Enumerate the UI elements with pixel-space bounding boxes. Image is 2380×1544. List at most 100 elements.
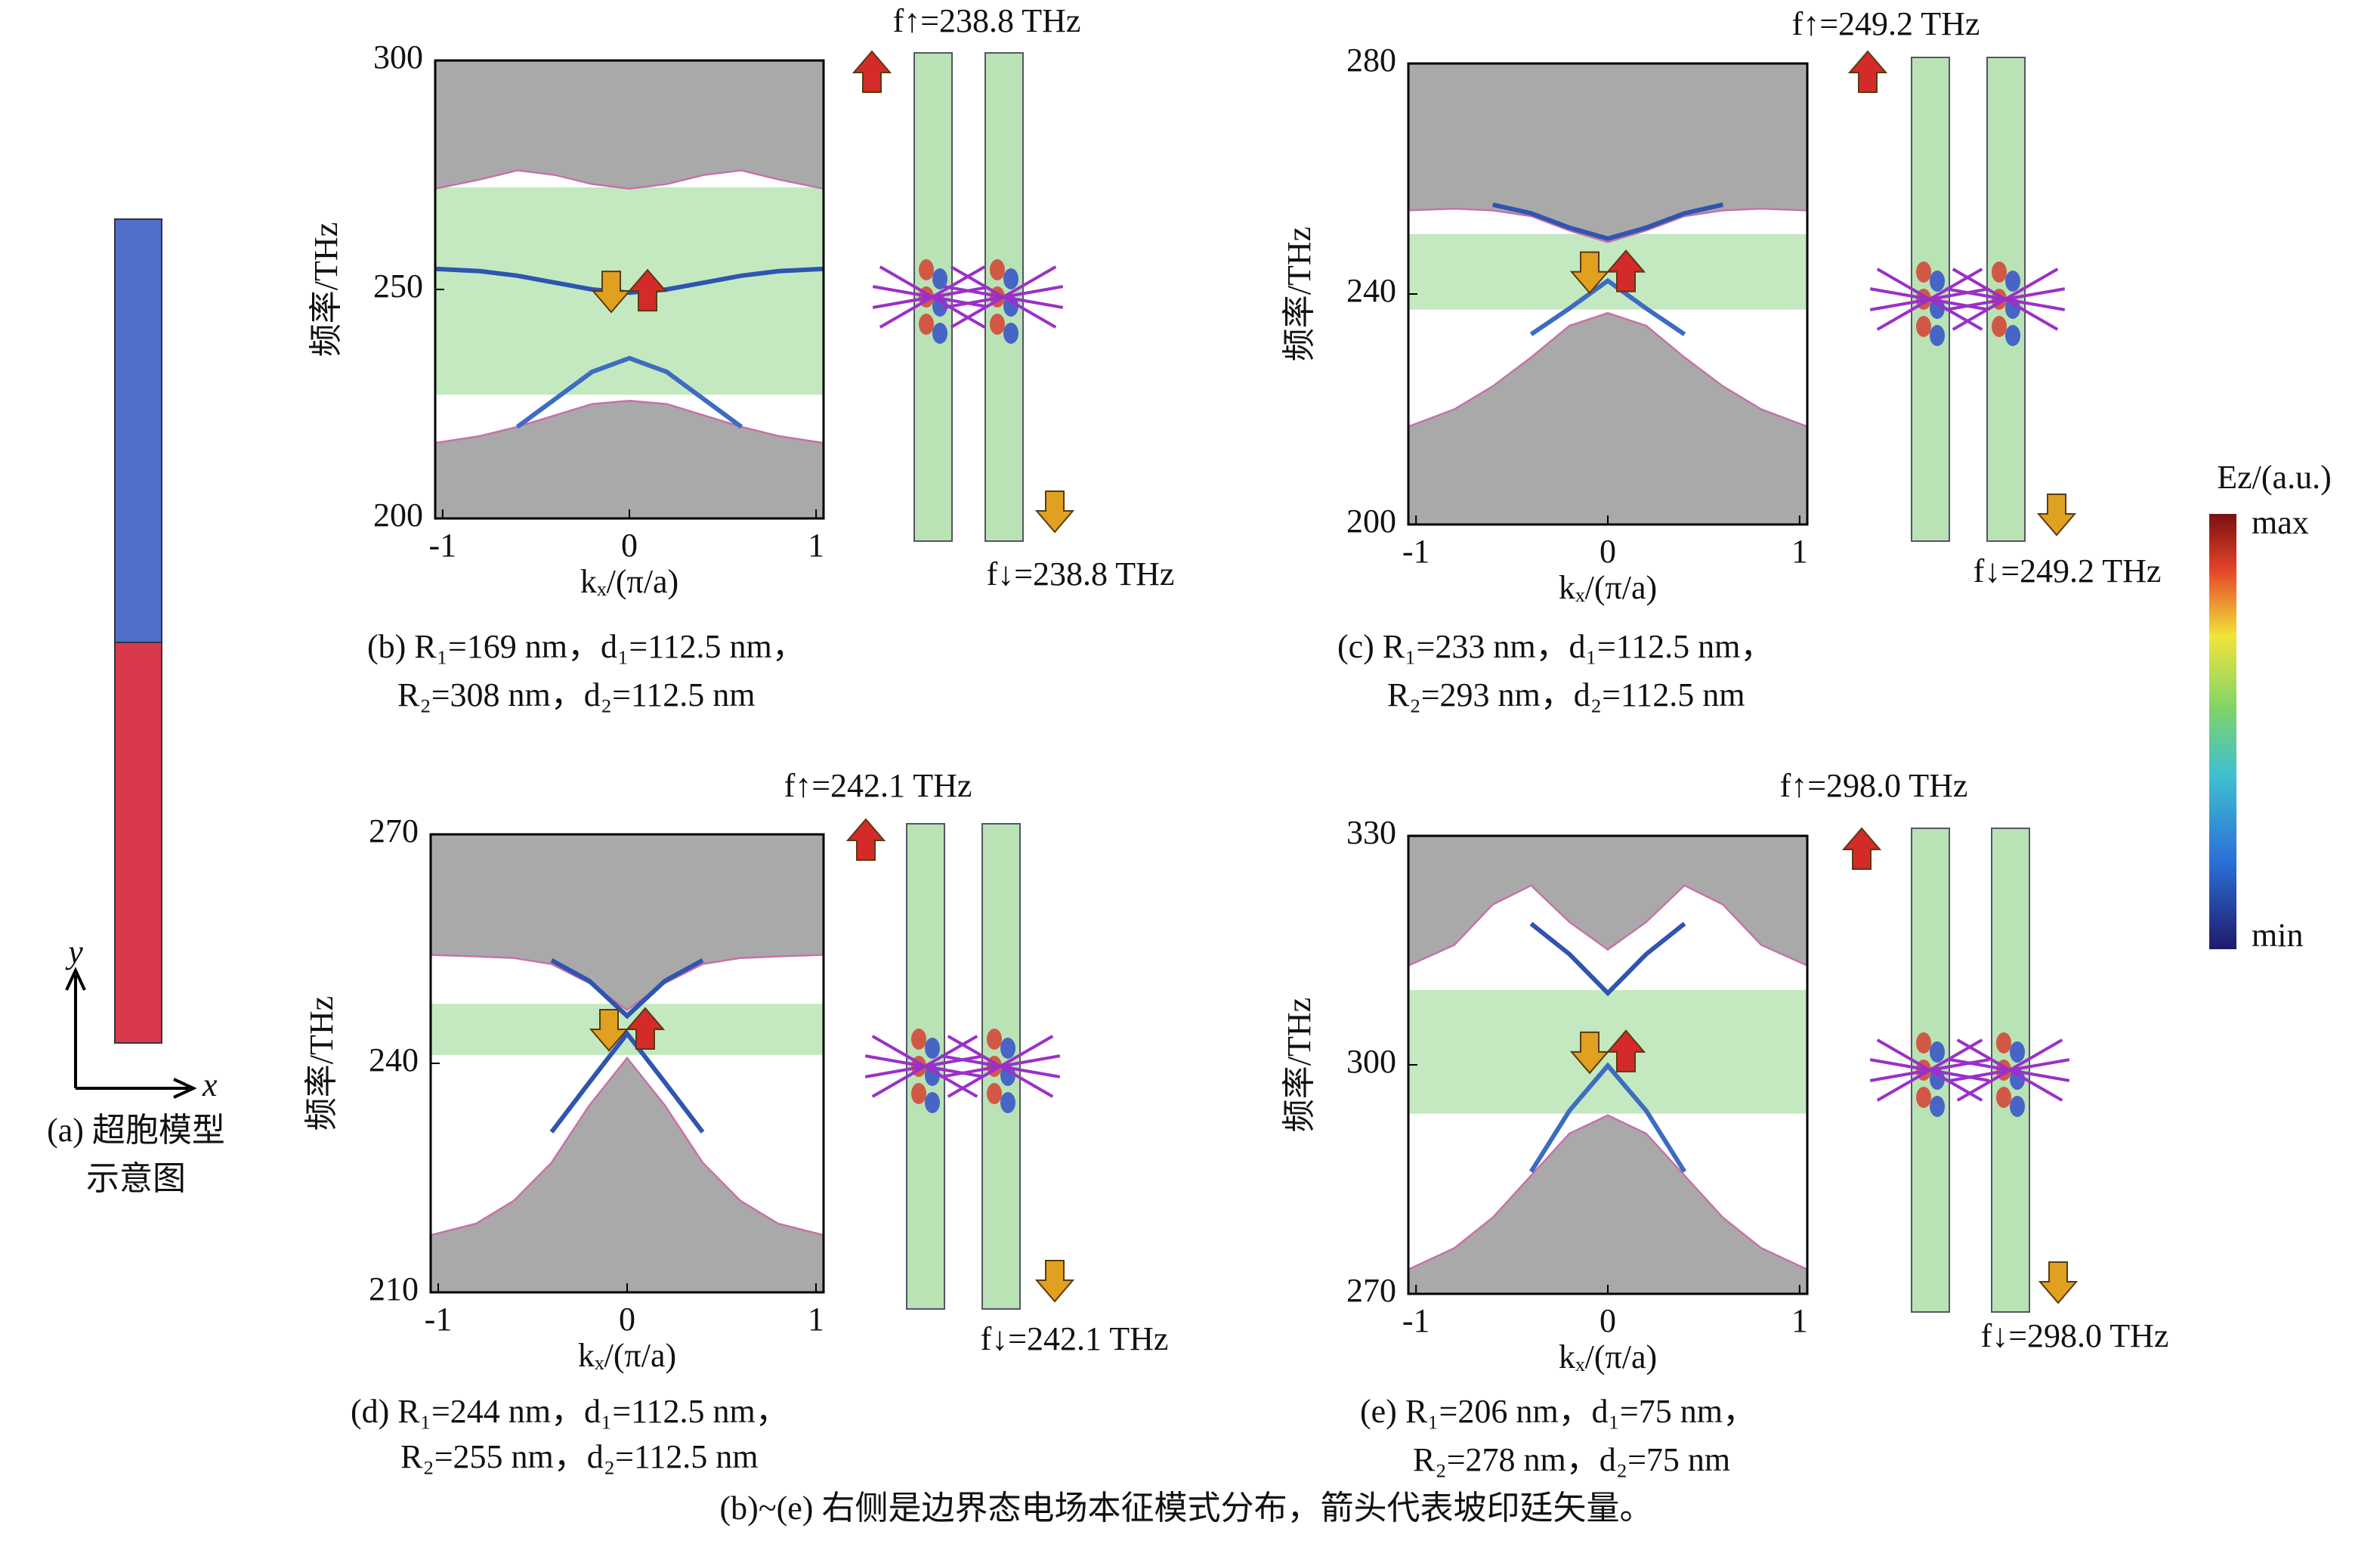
y-tick-label: 200: [1346, 503, 1396, 540]
panel-caption: 示意图: [86, 1160, 186, 1197]
y-axis-label: 频率/THz: [308, 222, 345, 357]
poynting-vector: [950, 265, 1005, 299]
up-arrow: [1606, 1029, 1646, 1072]
field-hotspot: [990, 259, 1005, 280]
field-hotspot: [932, 268, 947, 289]
up-arrow: [1841, 827, 1882, 870]
bulk-band: [431, 1057, 824, 1292]
x-tick-label: 0: [621, 527, 638, 564]
poynting-vector: [1929, 287, 1990, 301]
poynting-vector: [1929, 1069, 1990, 1082]
poynting-vector: [1949, 1058, 2011, 1072]
poynting-vector: [1869, 287, 1930, 301]
y-tick-label: 330: [1346, 814, 1396, 851]
field-hotspot: [919, 259, 934, 280]
field-hotspot: [2005, 325, 2020, 346]
poynting-vector: [1952, 268, 2007, 301]
field-hotspot: [1930, 325, 1945, 346]
y-tick-label: 250: [373, 268, 423, 305]
bulk-band: [1408, 313, 1807, 524]
panel-caption: R₂=293 nm，d₂=112.5 nm: [1387, 676, 1745, 713]
poynting-vector: [1876, 298, 1931, 331]
field-hotspot: [1000, 1038, 1015, 1059]
bulk-edge: [434, 169, 824, 190]
poynting-vector: [1952, 298, 2007, 331]
field-hotspot: [987, 1083, 1002, 1104]
y-axis-label: 频率/THz: [1281, 227, 1318, 361]
y-tick-label: 280: [1346, 42, 1396, 79]
edge-state: [434, 266, 824, 295]
colorbar-max: max: [2252, 504, 2309, 541]
down-arrow: [591, 271, 632, 314]
poynting-vector: [879, 295, 934, 329]
poynting-vector: [931, 265, 986, 299]
poynting-vector: [924, 1054, 985, 1068]
x-tick-label: -1: [1402, 533, 1430, 570]
poynting-vector: [943, 295, 1004, 309]
poynting-vector: [950, 295, 1005, 329]
x-tick-label: -1: [425, 1301, 453, 1338]
y-tick-label: 210: [369, 1270, 419, 1307]
y-tick-label: 270: [1346, 1272, 1396, 1309]
poynting-vector: [872, 295, 933, 309]
edge-state: [1529, 921, 1686, 997]
bulk-edge: [434, 400, 824, 444]
field-hotspot: [1992, 316, 2007, 337]
field-hotspot: [1003, 268, 1018, 289]
field-hotspot: [1992, 261, 2007, 283]
up-arrow: [625, 1007, 666, 1050]
poynting-vector: [923, 1035, 978, 1068]
field-hotspot: [987, 1029, 1002, 1050]
frequency-down: f↓=242.1 THz: [981, 1320, 1169, 1357]
poynting-vector: [999, 1035, 1054, 1068]
field-hotspot: [1996, 1087, 2011, 1108]
x-tick-label: 0: [1600, 1302, 1616, 1339]
poynting-vector: [864, 1054, 926, 1068]
x-tick-label: 0: [619, 1301, 635, 1338]
field-hotspot: [1916, 1087, 1931, 1108]
field-hotspot: [1916, 316, 1931, 337]
x-tick-label: 1: [808, 1301, 824, 1338]
poynting-vector: [1956, 1038, 2011, 1072]
field-hotspot: [1930, 1041, 1945, 1063]
field-hotspot: [925, 1038, 940, 1059]
poynting-vector: [2004, 268, 2059, 301]
x-axis-label: x: [202, 1066, 218, 1103]
x-tick-label: 0: [1600, 533, 1616, 570]
field-hotspot: [1996, 1032, 2011, 1054]
poynting-vector: [2008, 1069, 2063, 1102]
edge-state: [1529, 277, 1686, 336]
bulk-band: [435, 60, 824, 189]
bulk-band: [1408, 836, 1807, 966]
edge-state: [1528, 1062, 1687, 1173]
poynting-vector: [2004, 298, 2059, 331]
poynting-vector: [1956, 1069, 2011, 1102]
poynting-vector: [1945, 287, 2006, 301]
field-hotspot: [925, 1092, 940, 1113]
down-arrow: [1034, 1260, 1075, 1303]
field-hotspot: [2010, 1041, 2025, 1063]
field-hotspot: [1930, 1096, 1945, 1117]
down-arrow: [1569, 251, 1610, 295]
poynting-vector: [999, 1065, 1054, 1098]
poynting-vector: [2009, 1058, 2070, 1072]
bulk-edge: [430, 1057, 824, 1236]
y-tick-label: 300: [373, 39, 423, 76]
poynting-vector: [1928, 1069, 1983, 1102]
x-tick-label: -1: [1402, 1302, 1430, 1339]
frequency-up: f↑=242.1 THz: [784, 767, 972, 804]
poynting-vector: [1000, 1054, 1061, 1068]
frequency-down: f↓=249.2 THz: [1974, 552, 2162, 589]
panel-caption: R₂=255 nm，d₂=112.5 nm: [400, 1438, 758, 1475]
down-arrow: [1034, 490, 1075, 534]
x-tick-label: -1: [429, 527, 457, 564]
panel-caption: (b) R₁=169 nm，d₁=112.5 nm，: [367, 628, 805, 665]
poynting-vector: [1002, 295, 1057, 329]
poynting-vector: [947, 1065, 1002, 1098]
x-tick-label: 1: [1791, 1302, 1808, 1339]
frequency-up: f↑=238.8 THz: [893, 2, 1081, 39]
poynting-vector: [1003, 285, 1064, 299]
poynting-vector: [943, 285, 1004, 299]
field-hotspot: [2010, 1096, 2025, 1117]
y-axis-label: y: [65, 933, 83, 970]
